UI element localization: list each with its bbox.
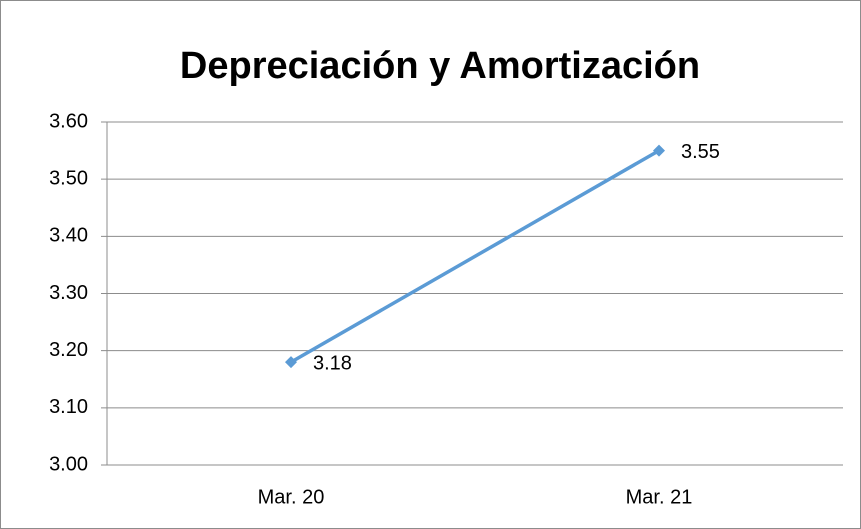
y-tick-label: 3.20: [49, 339, 88, 361]
y-tick-label: 3.60: [49, 110, 88, 132]
data-label: 3.55: [681, 141, 720, 163]
marker: [285, 356, 297, 369]
y-tick-label: 3.50: [49, 167, 88, 189]
x-tick-label: Mar. 21: [626, 486, 693, 508]
chart-title: Depreciación y Amortización: [180, 45, 700, 87]
y-tick-label: 3.40: [49, 225, 88, 247]
x-tick-label: Mar. 20: [258, 486, 325, 508]
y-tick-label: 3.00: [49, 453, 88, 475]
y-tick-label: 3.30: [49, 282, 88, 304]
line: [290, 149, 660, 364]
marker: [653, 144, 665, 157]
data-label: 3.18: [313, 352, 352, 374]
y-tick-label: 3.10: [49, 396, 88, 418]
